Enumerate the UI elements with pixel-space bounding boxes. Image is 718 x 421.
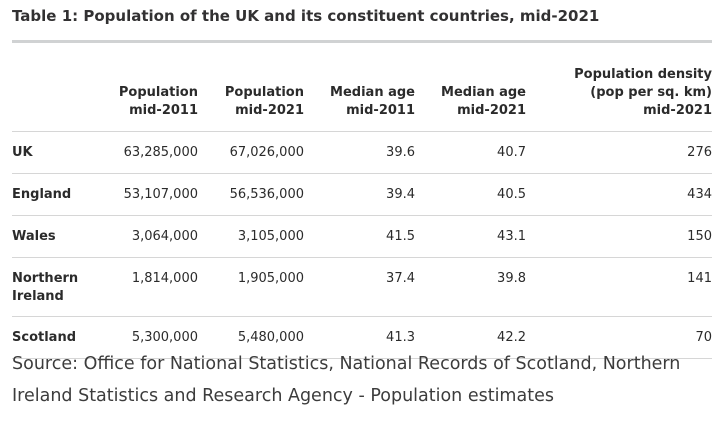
table-cell: 63,285,000	[107, 131, 198, 174]
table-cell: 150	[526, 215, 712, 258]
table-cell: 41.5	[304, 215, 415, 258]
header-row: Population mid-2011 Population mid-2021 …	[12, 43, 712, 132]
row-header: Wales	[12, 215, 107, 258]
table-cell: 1,814,000	[107, 257, 198, 317]
table-cell: 39.4	[304, 173, 415, 216]
table-row: Scotland 5,300,000 5,480,000 41.3 42.2 7…	[12, 316, 712, 359]
row-header: Northern Ireland	[12, 257, 107, 317]
header-line: Median age	[441, 85, 526, 100]
table-cell: 39.6	[304, 131, 415, 174]
table-title: Table 1: Population of the UK and its co…	[12, 7, 600, 25]
table-row: Wales 3,064,000 3,105,000 41.5 43.1 150	[12, 215, 712, 258]
header-line: (pop per sq. km)	[590, 85, 712, 100]
header-line: Population	[224, 85, 304, 100]
table-cell: 141	[526, 257, 712, 317]
table-cell: 41.3	[304, 316, 415, 359]
column-header-population-2021: Population mid-2021	[198, 43, 304, 132]
table-cell: 40.7	[415, 131, 526, 174]
table-cell: 276	[526, 131, 712, 174]
source-note: Source: Office for National Statistics, …	[12, 354, 681, 406]
population-table-container: Population mid-2011 Population mid-2021 …	[12, 40, 712, 359]
column-header-population-2011: Population mid-2011	[107, 43, 198, 132]
table-cell: 3,064,000	[107, 215, 198, 258]
table-cell: 3,105,000	[198, 215, 304, 258]
table-cell: 42.2	[415, 316, 526, 359]
table-cell: 1,905,000	[198, 257, 304, 317]
header-line: mid-2021	[643, 103, 712, 118]
header-line: Median age	[330, 85, 415, 100]
table-top-rule	[12, 40, 712, 43]
header-line: mid-2011	[129, 103, 198, 118]
table-cell: 39.8	[415, 257, 526, 317]
table-cell: 70	[526, 316, 712, 359]
header-line: mid-2011	[346, 103, 415, 118]
population-table: Population mid-2011 Population mid-2021 …	[12, 43, 712, 359]
header-line: mid-2021	[457, 103, 526, 118]
table-cell: 37.4	[304, 257, 415, 317]
header-line: Population density	[574, 67, 712, 82]
header-line: Population	[118, 85, 198, 100]
table-cell: 40.5	[415, 173, 526, 216]
table-cell: 5,480,000	[198, 316, 304, 359]
table-cell: 5,300,000	[107, 316, 198, 359]
column-header-median-age-2011: Median age mid-2011	[304, 43, 415, 132]
row-header: Scotland	[12, 316, 107, 359]
table-row: England 53,107,000 56,536,000 39.4 40.5 …	[12, 173, 712, 216]
header-line: mid-2021	[235, 103, 304, 118]
table-cell: 43.1	[415, 215, 526, 258]
table-row: UK 63,285,000 67,026,000 39.6 40.7 276	[12, 131, 712, 174]
table-cell: 53,107,000	[107, 173, 198, 216]
column-header-country	[12, 43, 107, 132]
column-header-median-age-2021: Median age mid-2021	[415, 43, 526, 132]
row-header: UK	[12, 131, 107, 174]
row-header: England	[12, 173, 107, 216]
table-cell: 67,026,000	[198, 131, 304, 174]
table-cell: 56,536,000	[198, 173, 304, 216]
table-row: Northern Ireland 1,814,000 1,905,000 37.…	[12, 257, 712, 317]
table-cell: 434	[526, 173, 712, 216]
column-header-population-density: Population density (pop per sq. km) mid-…	[526, 43, 712, 132]
